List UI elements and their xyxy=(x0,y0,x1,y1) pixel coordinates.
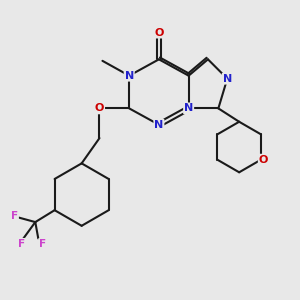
Text: O: O xyxy=(95,103,104,113)
Text: F: F xyxy=(39,239,46,249)
Text: O: O xyxy=(259,155,268,165)
Text: N: N xyxy=(184,103,193,113)
Text: O: O xyxy=(154,28,164,38)
Text: F: F xyxy=(11,211,18,221)
Text: N: N xyxy=(223,74,232,84)
Text: N: N xyxy=(124,71,134,81)
Text: N: N xyxy=(154,120,164,130)
Text: F: F xyxy=(18,239,26,249)
